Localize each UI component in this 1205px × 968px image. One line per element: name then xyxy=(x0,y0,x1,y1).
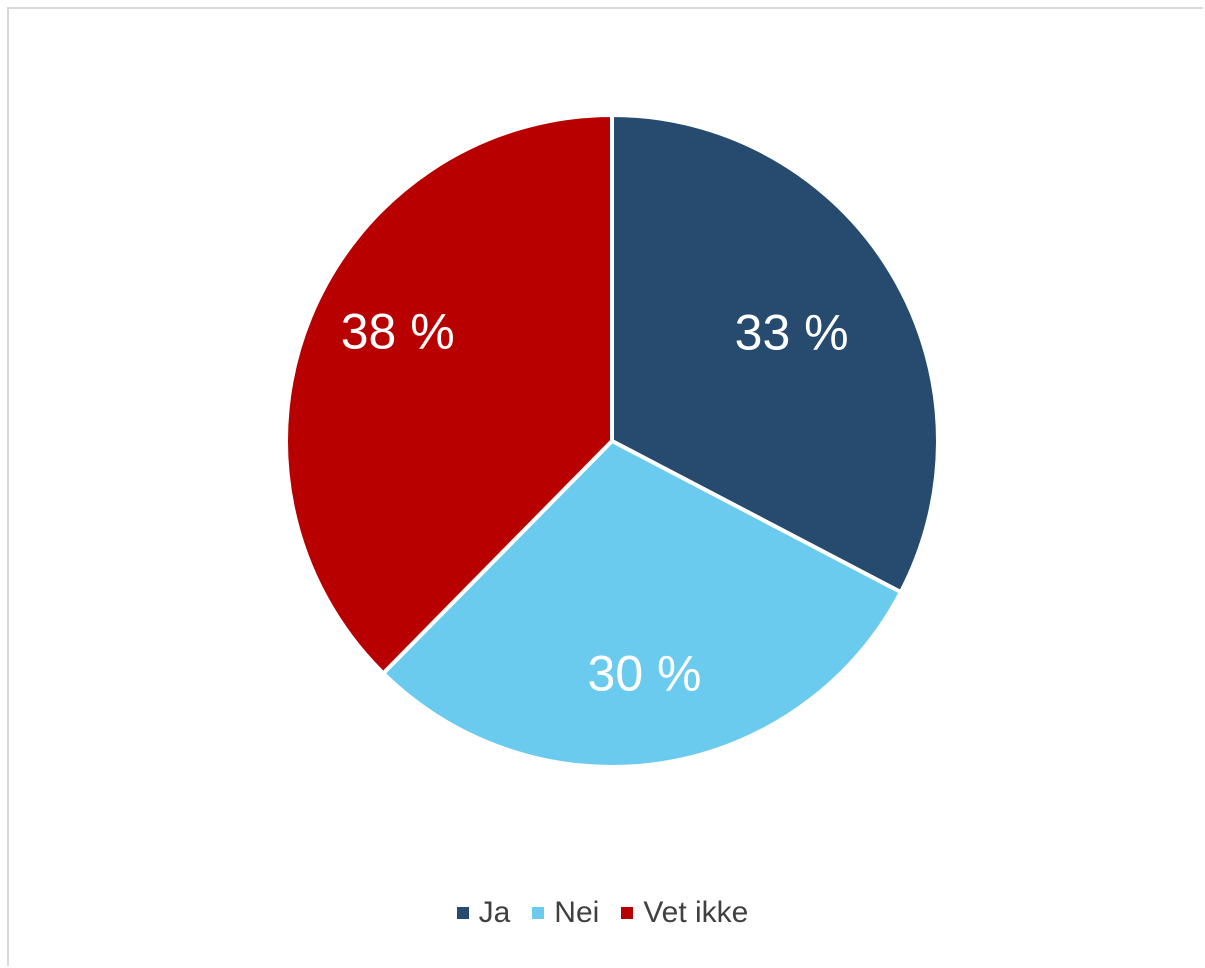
pie-slice-nei xyxy=(381,439,903,769)
legend-label: Ja xyxy=(478,896,511,929)
data-label-vet-ikke: 38 % xyxy=(341,303,455,359)
legend-item-vet-ikke: Vet ikke xyxy=(621,896,748,930)
pie-slice-ja xyxy=(610,113,940,595)
data-label-ja: 33 % xyxy=(735,304,849,360)
chart-legend: Ja Nei Vet ikke xyxy=(0,888,1205,938)
legend-swatch xyxy=(621,907,634,919)
legend-swatch xyxy=(456,907,469,919)
legend-label: Vet ikke xyxy=(643,896,749,929)
data-label-nei: 30 % xyxy=(588,645,702,701)
pie-data-labels: 33 % 30 % 38 % xyxy=(341,303,849,701)
pie-slice-vet-ikke xyxy=(284,113,614,676)
legend-item-nei: Nei xyxy=(532,896,599,930)
pie-slices xyxy=(284,113,940,769)
legend-label: Nei xyxy=(554,896,600,929)
legend-item-ja: Ja xyxy=(456,896,511,930)
legend-swatch xyxy=(532,907,545,919)
